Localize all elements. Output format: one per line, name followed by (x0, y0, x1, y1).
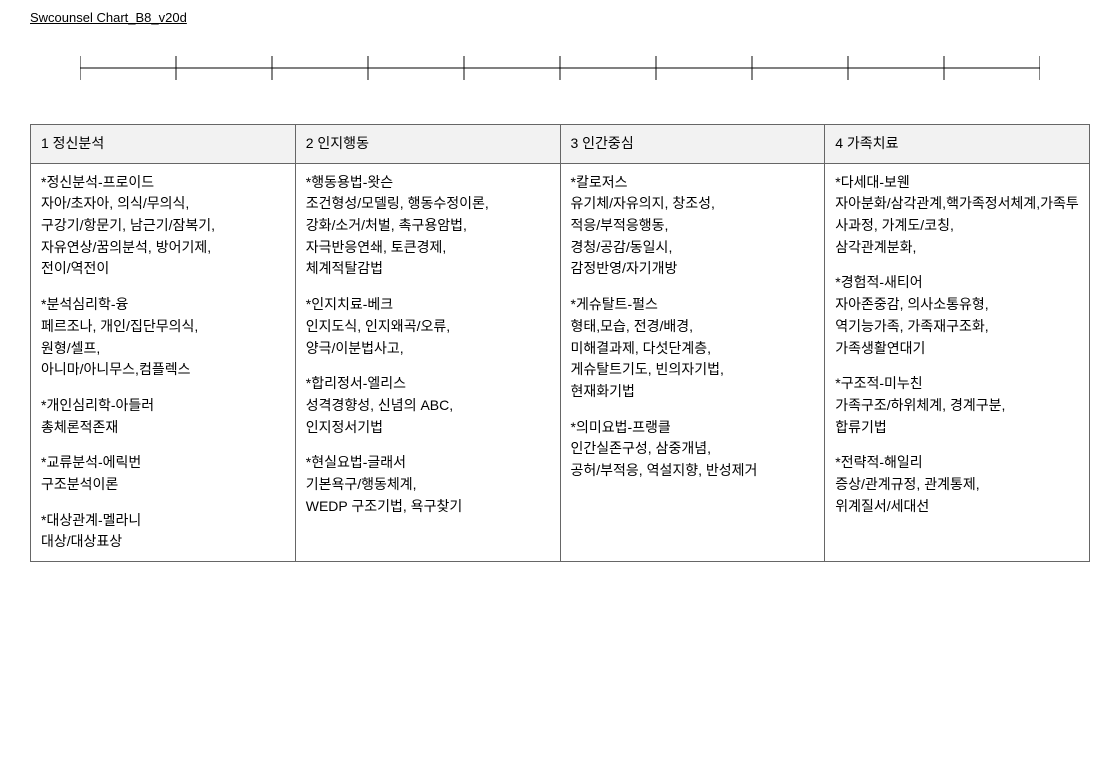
content-block: *개인심리학-아들러총체론적존재 (41, 395, 285, 438)
content-block: *행동용법-왓슨조건형성/모델링, 행동수정이론, 강화/소거/처벌, 촉구용암법… (306, 172, 550, 280)
block-line: 페르조나, 개인/집단무의식, (41, 318, 198, 334)
content-block: *구조적-미누친가족구조/하위체계, 경계구분, 합류기법 (835, 373, 1079, 438)
block-line: 아니마/아니무스,컴플렉스 (41, 361, 190, 377)
content-block: *칼로저스유기체/자유의지, 창조성, 적응/부적응행동, 경청/공감/동일시, 감정… (571, 172, 815, 280)
block-line: 강화/소거/처벌, 촉구용암법, (306, 217, 467, 233)
block-title: *다세대-보웬 (835, 172, 1079, 194)
col-header-4: 4 가족치료 (825, 125, 1090, 164)
block-title: *경험적-새티어 (835, 272, 1079, 294)
timeline-axis (80, 55, 1040, 81)
block-line: 원형/셀프, (41, 340, 100, 356)
block-line: 기본욕구/행동체계, (306, 476, 417, 492)
cell-col-3: *칼로저스유기체/자유의지, 창조성, 적응/부적응행동, 경청/공감/동일시, 감정… (560, 163, 825, 561)
block-line: 전이/역전이 (41, 260, 109, 276)
block-title: *현실요법-글래서 (306, 452, 550, 474)
block-line: 역기능가족, 가족재구조화, (835, 318, 988, 334)
block-line: 조건형성/모델링, 행동수정이론, (306, 195, 489, 211)
block-title: *대상관계-멜라니 (41, 510, 285, 532)
page-root: Swcounsel Chart_B8_v20d 1 정신분석 2 인지행동 3 … (0, 0, 1120, 582)
block-line: 구강기/항문기, 남근기/잠복기, (41, 217, 215, 233)
block-line: WEDP 구조기법, 욕구찾기 (306, 498, 462, 514)
block-line: 공허/부적응, 역설지향, 반성제거 (571, 462, 758, 478)
block-line: 가족구조/하위체계, 경계구분, (835, 397, 1005, 413)
block-title: *전략적-해일리 (835, 452, 1079, 474)
block-title: *게슈탈트-펄스 (571, 294, 815, 316)
block-line: 경청/공감/동일시, (571, 239, 673, 255)
cell-col-4: *다세대-보웬자아분화/삼각관계,핵가족정서체계,가족투사과정, 가계도/코칭,… (825, 163, 1090, 561)
block-title: *의미요법-프랭클 (571, 417, 815, 439)
block-line: 삼각관계분화, (835, 239, 916, 255)
block-title: *합리정서-엘리스 (306, 373, 550, 395)
block-line: 형태,모습, 전경/배경, (571, 318, 694, 334)
block-title: *분석심리학-융 (41, 294, 285, 316)
block-line: 증상/관계규정, 관계통제, (835, 476, 979, 492)
block-line: 인지정서기법 (306, 419, 383, 435)
document-title: Swcounsel Chart_B8_v20d (30, 10, 1090, 25)
block-line: 감정반영/자기개방 (571, 260, 678, 276)
theory-table: 1 정신분석 2 인지행동 3 인간중심 4 가족치료 *정신분석-프로이드자아… (30, 124, 1090, 562)
col-header-1: 1 정신분석 (31, 125, 296, 164)
block-line: 적응/부적응행동, (571, 217, 669, 233)
col-header-2: 2 인지행동 (295, 125, 560, 164)
content-block: *게슈탈트-펄스형태,모습, 전경/배경, 미해결과제, 다섯단계층, 게슈탈트기도… (571, 294, 815, 402)
block-line: 인간실존구성, 삼중개념, (571, 440, 711, 456)
block-line: 유기체/자유의지, 창조성, (571, 195, 715, 211)
block-line: 대상/대상표상 (41, 533, 122, 549)
block-line: 구조분석이론 (41, 476, 118, 492)
block-line: 미해결과제, 다섯단계층, (571, 340, 711, 356)
block-line: 양극/이분법사고, (306, 340, 404, 356)
content-block: *분석심리학-융페르조나, 개인/집단무의식, 원형/셀프, 아니마/아니무스,컴플… (41, 294, 285, 381)
content-block: *합리정서-엘리스성격경향성, 신념의 ABC, 인지정서기법 (306, 373, 550, 438)
block-title: *행동용법-왓슨 (306, 172, 550, 194)
table-header-row: 1 정신분석 2 인지행동 3 인간중심 4 가족치료 (31, 125, 1090, 164)
block-line: 자아분화/삼각관계,핵가족정서체계,가족투사과정, 가계도/코칭, (835, 195, 1079, 233)
timeline-axis-wrap (80, 55, 1040, 84)
block-line: 자아/초자아, 의식/무의식, (41, 195, 189, 211)
block-line: 위계질서/세대선 (835, 498, 929, 514)
block-line: 게슈탈트기도, 빈의자기법, (571, 361, 724, 377)
block-line: 현재화기법 (571, 383, 635, 399)
block-title: *인지치료-베크 (306, 294, 550, 316)
block-line: 자극반응연쇄, 토큰경제, (306, 239, 446, 255)
cell-col-1: *정신분석-프로이드자아/초자아, 의식/무의식, 구강기/항문기, 남근기/잠복… (31, 163, 296, 561)
col-header-3: 3 인간중심 (560, 125, 825, 164)
block-title: *구조적-미누친 (835, 373, 1079, 395)
block-line: 가족생활연대기 (835, 340, 925, 356)
block-title: *개인심리학-아들러 (41, 395, 285, 417)
content-block: *다세대-보웬자아분화/삼각관계,핵가족정서체계,가족투사과정, 가계도/코칭,… (835, 172, 1079, 259)
content-block: *경험적-새티어자아존중감, 의사소통유형, 역기능가족, 가족재구조화, 가족생활… (835, 272, 1079, 359)
block-line: 성격경향성, 신념의 ABC, (306, 397, 453, 413)
cell-col-2: *행동용법-왓슨조건형성/모델링, 행동수정이론, 강화/소거/처벌, 촉구용암법… (295, 163, 560, 561)
content-block: *현실요법-글래서기본욕구/행동체계, WEDP 구조기법, 욕구찾기 (306, 452, 550, 517)
content-block: *의미요법-프랭클인간실존구성, 삼중개념, 공허/부적응, 역설지향, 반성제거 (571, 417, 815, 482)
block-title: *칼로저스 (571, 172, 815, 194)
block-title: *정신분석-프로이드 (41, 172, 285, 194)
block-line: 합류기법 (835, 419, 887, 435)
block-line: 자아존중감, 의사소통유형, (835, 296, 988, 312)
content-block: *인지치료-베크인지도식, 인지왜곡/오류, 양극/이분법사고, (306, 294, 550, 359)
block-title: *교류분석-에릭번 (41, 452, 285, 474)
content-block: *대상관계-멜라니대상/대상표상 (41, 510, 285, 553)
block-line: 자유연상/꿈의분석, 방어기제, (41, 239, 211, 255)
block-line: 인지도식, 인지왜곡/오류, (306, 318, 450, 334)
block-line: 체계적탈감법 (306, 260, 383, 276)
content-block: *전략적-해일리증상/관계규정, 관계통제, 위계질서/세대선 (835, 452, 1079, 517)
content-block: *교류분석-에릭번구조분석이론 (41, 452, 285, 495)
table-body-row: *정신분석-프로이드자아/초자아, 의식/무의식, 구강기/항문기, 남근기/잠복… (31, 163, 1090, 561)
content-block: *정신분석-프로이드자아/초자아, 의식/무의식, 구강기/항문기, 남근기/잠복… (41, 172, 285, 280)
block-line: 총체론적존재 (41, 419, 118, 435)
